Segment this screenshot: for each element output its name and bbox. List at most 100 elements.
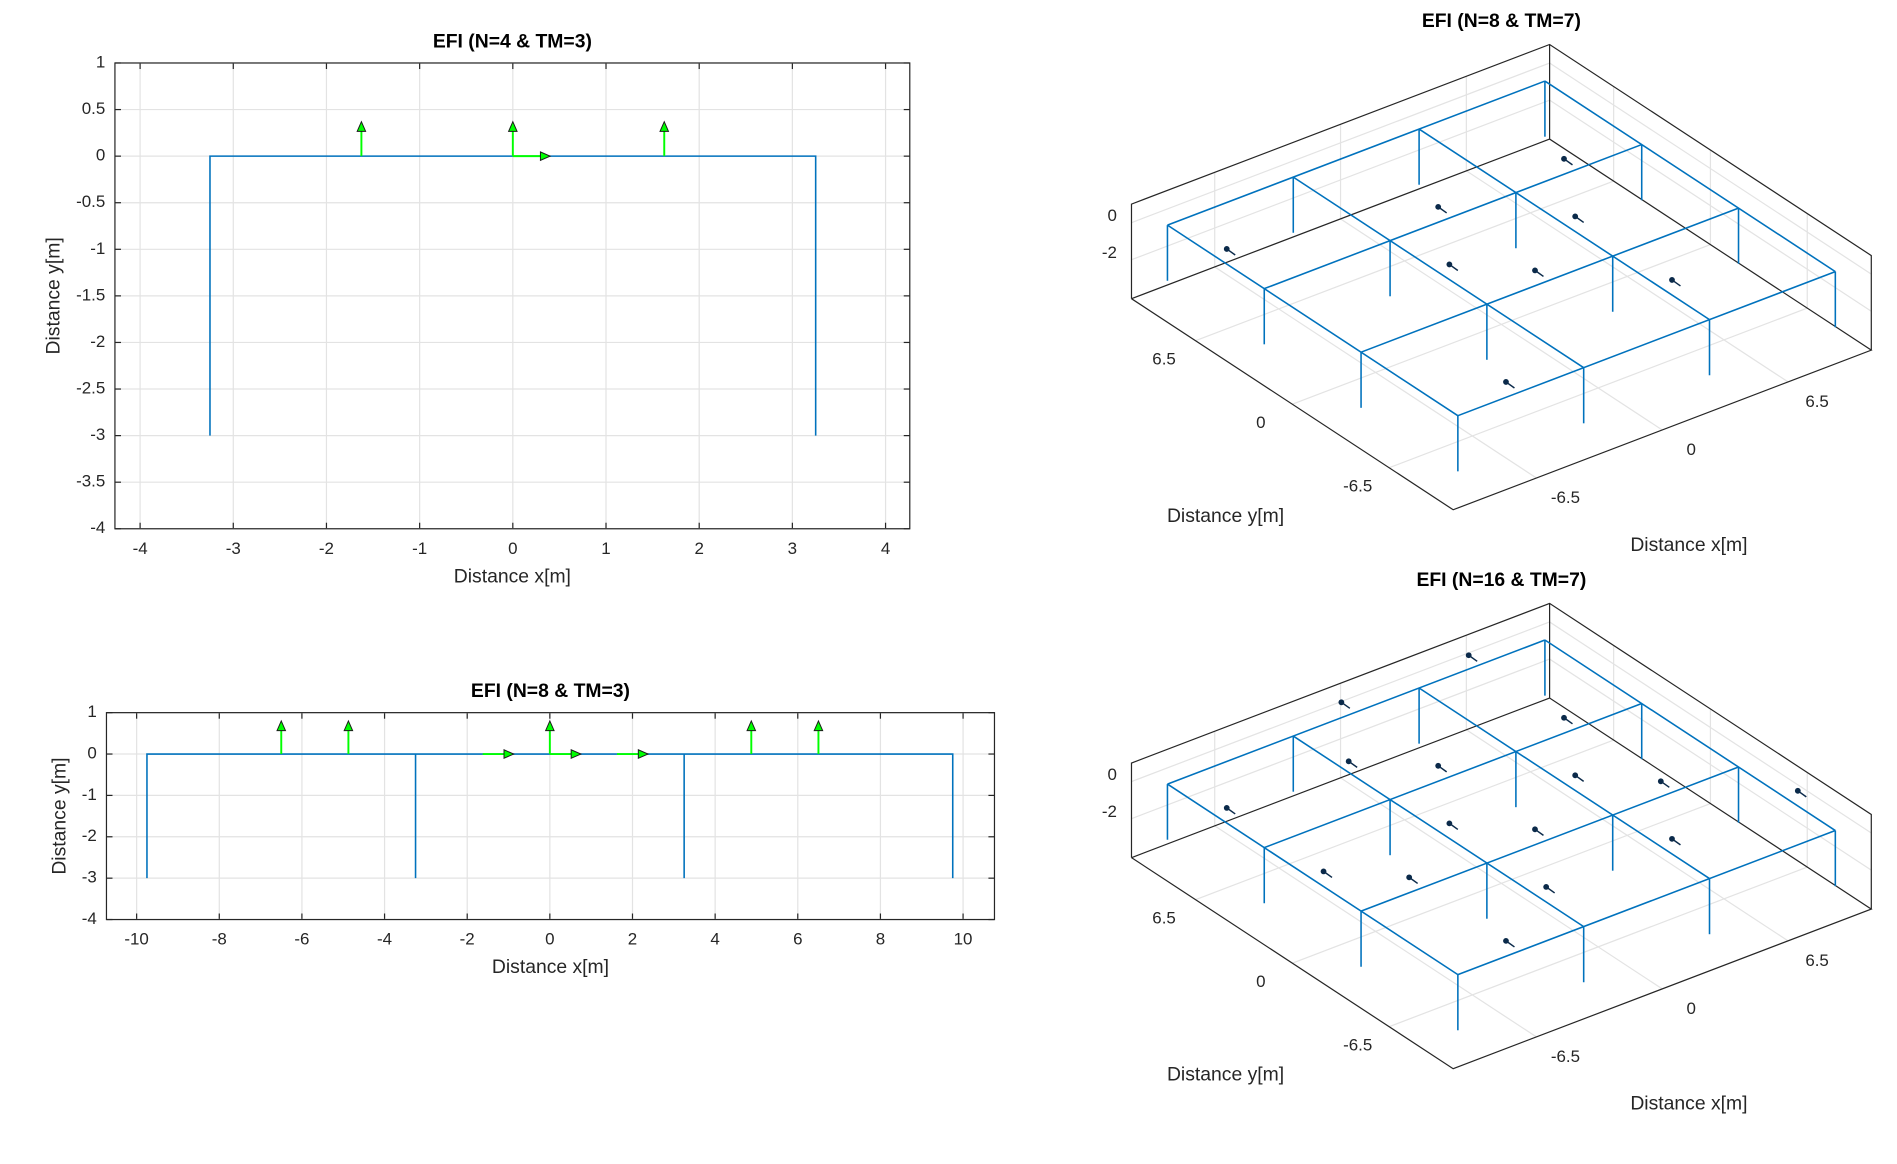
y-axis-label: Distance y[m]: [43, 237, 65, 354]
load-point: [1435, 762, 1442, 769]
y-tick-label: 6.5: [1152, 350, 1176, 369]
arrow-head: [539, 151, 552, 162]
beam: [1263, 143, 1642, 290]
x-tick-label: -2: [460, 930, 475, 949]
x-tick-label: 0: [1687, 999, 1696, 1018]
x-tick-label: 4: [710, 930, 719, 949]
beam: [1544, 80, 1836, 273]
grid-line: [1131, 62, 1872, 275]
x-tick-label: 1: [601, 539, 610, 558]
x-tick-label: 6: [793, 930, 802, 949]
load-point: [1543, 883, 1550, 890]
load-point: [1406, 874, 1413, 881]
y-tick-label: 0: [87, 744, 96, 763]
arrow-head: [544, 719, 555, 732]
y-axis-label: Distance y[m]: [49, 758, 71, 875]
y-tick-label: -2: [90, 332, 105, 351]
y-tick-label: -2.5: [76, 379, 105, 398]
load-point: [1320, 868, 1327, 875]
z-tick-label: 0: [1108, 206, 1117, 225]
grid-line: [1292, 708, 1712, 964]
axes-box: [114, 62, 911, 530]
grid-line: [1214, 731, 1537, 1038]
z-tick-label: -2: [1102, 243, 1117, 262]
y-tick-label: 1: [96, 52, 105, 71]
x-tick-label: -2: [319, 539, 334, 558]
arrow-head: [813, 719, 824, 732]
beam: [1167, 224, 1459, 417]
grid-line: [1214, 172, 1537, 479]
x-axis-label: Distance x[m]: [1630, 1093, 1747, 1115]
grid-line: [1195, 86, 1615, 342]
grid-line: [1465, 76, 1789, 383]
arrow-head: [570, 749, 583, 760]
x-tick-label: 3: [788, 539, 797, 558]
arrow-head: [356, 120, 367, 132]
y-axis-label: Distance y[m]: [1167, 1064, 1284, 1086]
load-point: [1446, 820, 1453, 827]
load-point: [1657, 778, 1664, 785]
chart-title: EFI (N=4 & TM=3): [433, 31, 592, 53]
load-point: [1561, 155, 1567, 162]
beam: [1292, 735, 1585, 928]
arrow-head: [276, 719, 287, 732]
arrow-head: [507, 120, 518, 132]
x-tick-label: 0: [1687, 440, 1696, 459]
x-tick-label: -4: [377, 930, 392, 949]
beam: [1457, 270, 1836, 417]
y-tick-label: -0.5: [76, 192, 105, 211]
load-point: [1223, 246, 1230, 252]
beam: [1418, 687, 1710, 880]
load-point: [1465, 652, 1472, 659]
x-tick-label: -10: [124, 930, 148, 949]
load-point: [1503, 937, 1509, 944]
grid-line: [1131, 99, 1872, 312]
grid-line: [1131, 621, 1872, 834]
chart-title: EFI (N=16 & TM=7): [1416, 569, 1586, 591]
load-point: [1345, 758, 1352, 765]
y-tick-label: -6.5: [1343, 1036, 1372, 1055]
y-tick-label: 0: [1256, 972, 1265, 991]
x-axis-label: Distance x[m]: [492, 956, 609, 978]
x-tick-label: -1: [412, 539, 427, 558]
y-tick-label: -1.5: [76, 285, 105, 304]
chart-title: EFI (N=8 & TM=7): [1422, 10, 1581, 32]
y-tick-label: -3: [90, 425, 105, 444]
beam: [1544, 639, 1836, 832]
z-tick-label: 0: [1108, 765, 1117, 784]
x-tick-label: -6.5: [1551, 1047, 1580, 1066]
beam: [1167, 80, 1546, 226]
x-tick-label: -8: [212, 930, 227, 949]
x-tick-label: 10: [954, 930, 973, 949]
grid-line: [1388, 772, 1808, 1028]
grid-line: [1195, 645, 1615, 901]
x-axis-label: Distance x[m]: [1630, 534, 1747, 556]
y-tick-label: 1: [87, 702, 96, 721]
y-tick-label: 6.5: [1152, 908, 1176, 927]
load-point: [1572, 213, 1579, 220]
y-tick-label: -4: [90, 518, 105, 537]
beam: [1360, 766, 1739, 912]
x-tick-label: 6.5: [1805, 392, 1829, 411]
y-tick-label: -4: [82, 909, 97, 928]
load-point: [1446, 261, 1453, 268]
y-tick-label: -3.5: [76, 472, 105, 491]
arrow-head: [343, 719, 354, 732]
arrow-head: [746, 719, 757, 732]
x-tick-label: 4: [881, 539, 890, 558]
load-point: [1669, 277, 1675, 283]
chart-title: EFI (N=8 & TM=3): [471, 680, 630, 702]
load-point: [1532, 267, 1538, 274]
load-point: [1572, 772, 1579, 779]
beam: [1292, 176, 1585, 369]
beam: [1360, 207, 1739, 353]
y-tick-label: -6.5: [1343, 477, 1372, 496]
x-tick-label: 8: [876, 930, 885, 949]
axes-box: [105, 712, 996, 921]
load-point: [1669, 835, 1675, 842]
beam: [1167, 783, 1459, 976]
y-tick-label: -3: [82, 868, 97, 887]
x-tick-label: -6.5: [1551, 488, 1580, 507]
